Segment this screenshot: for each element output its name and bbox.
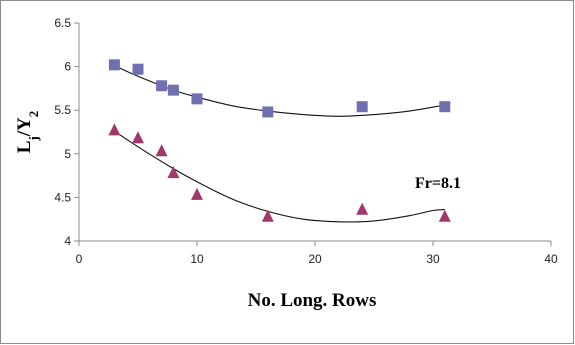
square-marker bbox=[191, 93, 203, 105]
y-axis-title-part: L bbox=[14, 141, 35, 154]
triangle-marker bbox=[438, 209, 451, 222]
data-points bbox=[108, 59, 451, 222]
triangle-marker bbox=[155, 144, 168, 157]
square-marker bbox=[439, 101, 451, 113]
labels: 4 4.5 5 5.5 6 6.5 0 10 20 30 40 No. Long. Rows Lj/Y2… bbox=[14, 16, 558, 311]
y-tick-label: 5 bbox=[64, 147, 71, 161]
trendline-series-2 bbox=[114, 130, 445, 223]
square-marker bbox=[156, 80, 168, 92]
x-tick-label: 40 bbox=[544, 252, 558, 266]
square-marker bbox=[167, 84, 179, 96]
triangle-marker bbox=[261, 209, 274, 222]
x-tick-label: 30 bbox=[426, 252, 440, 266]
triangle-marker bbox=[191, 187, 203, 200]
x-tick-label: 20 bbox=[308, 252, 322, 266]
y-tick-label: 4 bbox=[64, 234, 71, 248]
square-marker bbox=[262, 106, 274, 118]
y-tick-label: 6 bbox=[64, 60, 71, 74]
square-marker bbox=[132, 63, 144, 75]
triangle-marker bbox=[132, 131, 144, 144]
axes bbox=[74, 22, 552, 246]
square-marker bbox=[108, 59, 120, 71]
square-marker bbox=[356, 101, 368, 113]
y-tick-label: 4.5 bbox=[54, 190, 71, 204]
y-tick-label: 5.5 bbox=[54, 103, 71, 117]
froude-annotation: Fr=8.1 bbox=[415, 175, 461, 192]
y-tick-label: 6.5 bbox=[54, 16, 71, 30]
y-axis-title-part: /Y bbox=[14, 117, 35, 137]
x-axis-title: No. Long. Rows bbox=[248, 290, 377, 311]
y-axis-title-subscript: 2 bbox=[26, 111, 41, 118]
triangle-marker bbox=[167, 166, 180, 179]
y-axis-title: Lj/Y2 bbox=[14, 111, 41, 154]
triangle-marker bbox=[356, 202, 369, 215]
triangle-marker bbox=[108, 123, 121, 136]
x-tick-label: 0 bbox=[76, 252, 83, 266]
y-axis-title-subscript: j bbox=[26, 136, 41, 141]
x-tick-label: 10 bbox=[190, 252, 204, 266]
